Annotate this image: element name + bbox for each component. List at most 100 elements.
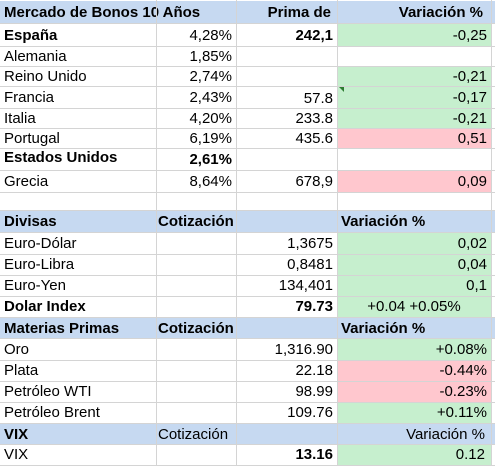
table-row[interactable]: VIX 13.16 0.12 [0, 444, 495, 465]
bond-prima[interactable] [236, 46, 337, 66]
table-row[interactable]: Portugal 6,19% 435.6 0,51 [0, 128, 495, 148]
vix-header-variacion[interactable]: Variación % [406, 425, 485, 443]
table-row[interactable]: Italia 4,20% 233.8 -0,21 [0, 108, 495, 128]
bond-prima[interactable]: 233.8 [295, 109, 333, 127]
grid-line [0, 444, 495, 445]
currencies-header-row[interactable]: Divisas Cotización Variación % [0, 210, 495, 232]
vix-header-cotizacion[interactable]: Cotización [158, 425, 229, 443]
commodity-variacion[interactable]: -0.23% [337, 381, 491, 402]
vix-header-title[interactable]: VIX [4, 425, 29, 443]
bonds-header-row[interactable]: Mercado de Bonos 10 Años Prima de Variac… [0, 1, 495, 23]
currency-variacion[interactable]: 0,02 [337, 233, 491, 254]
bond-yield[interactable]: 2,43% [189, 88, 232, 106]
bond-prima[interactable]: 678,9 [295, 172, 333, 190]
table-row[interactable]: Reino Unido 2,74% -0,21 [0, 66, 495, 86]
bond-country[interactable]: Francia [4, 88, 55, 106]
bond-country[interactable]: Estados Unidos [4, 149, 118, 166]
grid-line [156, 0, 157, 466]
vix-value[interactable]: 13.16 [295, 446, 333, 463]
currencies-header-title[interactable]: Divisas [4, 212, 57, 230]
currency-name[interactable]: Dolar Index [4, 298, 86, 315]
table-row[interactable]: Plata 22.18 -0.44% [0, 360, 495, 381]
table-row[interactable]: Grecia 8,64% 678,9 0,09 [0, 170, 495, 192]
bond-prima[interactable]: 435.6 [295, 129, 333, 147]
bond-variacion[interactable]: -0,25 [337, 24, 491, 46]
table-row[interactable]: Estados Unidos 2,61% [0, 148, 495, 170]
bonds-header-variacion[interactable]: Variación % [398, 3, 483, 21]
bond-variacion[interactable] [337, 46, 491, 66]
currency-name[interactable]: Euro-Dólar [4, 235, 77, 252]
currency-name[interactable]: Euro-Libra [4, 256, 75, 273]
bond-yield[interactable]: 4,28% [189, 26, 232, 44]
grid-line [0, 66, 495, 67]
commodity-name[interactable]: Oro [4, 341, 30, 358]
currency-value[interactable]: 0,8481 [287, 256, 333, 273]
bond-country[interactable]: Reino Unido [4, 67, 87, 85]
table-row[interactable]: Francia 2,43% 57.8 -0,17 [0, 86, 495, 108]
bond-prima[interactable]: 57.8 [303, 90, 333, 107]
grid-line [0, 402, 495, 403]
currencies-header-cotizacion[interactable]: Cotización [158, 212, 234, 230]
bond-yield[interactable]: 1,85% [189, 47, 232, 65]
bond-prima[interactable]: 242,1 [295, 26, 333, 44]
currency-value[interactable]: 1,3675 [287, 235, 333, 252]
table-row[interactable]: España 4,28% 242,1 -0,25 [0, 24, 495, 46]
bond-country[interactable]: Italia [4, 109, 36, 127]
bond-variacion[interactable] [337, 148, 491, 170]
table-row[interactable]: Alemania 1,85% [0, 46, 495, 66]
bond-country[interactable]: Alemania [4, 47, 67, 65]
commodity-value[interactable]: 109.76 [287, 404, 333, 421]
bond-country[interactable]: España [4, 26, 58, 44]
commodity-name[interactable]: Plata [4, 362, 39, 379]
bond-variacion[interactable]: -0,17 [337, 86, 491, 108]
bonds-header-prima[interactable]: Prima de [267, 3, 331, 21]
commodity-name[interactable]: Petróleo Brent [4, 404, 100, 421]
bond-yield[interactable]: 6,19% [189, 129, 232, 147]
bonds-header-title[interactable]: Mercado de Bonos 10 Años [4, 3, 201, 21]
grid-line [0, 254, 495, 255]
commodity-value[interactable]: 98.99 [295, 383, 333, 400]
currency-value[interactable]: 79.73 [295, 298, 333, 315]
commodities-header-row[interactable]: Materias Primas Cotización Variación % [0, 318, 495, 338]
bond-country[interactable]: Grecia [4, 172, 49, 190]
table-row[interactable]: Petróleo Brent 109.76 +0.11% [0, 402, 495, 423]
commodity-name[interactable]: Petróleo WTI [4, 383, 92, 400]
bond-prima[interactable] [236, 66, 337, 86]
vix-header-row[interactable]: VIX Cotización Variación % [0, 424, 495, 444]
currency-value[interactable]: 134,401 [278, 277, 333, 294]
bond-variacion[interactable]: -0,21 [337, 66, 491, 86]
commodities-header-title[interactable]: Materias Primas [4, 319, 120, 337]
commodities-header-variacion[interactable]: Variación % [341, 319, 426, 337]
currencies-header-variacion[interactable]: Variación % [341, 212, 426, 230]
commodity-value[interactable]: 1,316.90 [274, 341, 333, 358]
table-row[interactable]: Euro-Yen 134,401 0,1 [0, 275, 495, 296]
bond-variacion[interactable]: -0,21 [337, 108, 491, 128]
bond-yield[interactable]: 2,74% [189, 67, 232, 85]
commodity-variacion[interactable]: +0.08% [337, 339, 491, 360]
currency-variacion[interactable]: 0,1 [337, 275, 491, 296]
currency-variacion[interactable]: 0,04 [337, 254, 491, 275]
table-row[interactable]: Petróleo WTI 98.99 -0.23% [0, 381, 495, 402]
vix-name[interactable]: VIX [4, 446, 29, 463]
grid-line [0, 360, 495, 361]
bond-yield[interactable]: 4,20% [189, 109, 232, 127]
commodity-variacion[interactable]: -0.44% [337, 360, 491, 381]
table-row[interactable]: Oro 1,316.90 +0.08% [0, 339, 495, 360]
table-row[interactable]: Euro-Dólar 1,3675 0,02 [0, 233, 495, 254]
bond-country[interactable]: Portugal [4, 129, 60, 147]
currency-variacion[interactable]: +0.04 +0.05% [337, 296, 491, 317]
bond-yield[interactable]: 8,64% [189, 172, 232, 190]
bond-variacion[interactable]: 0,09 [337, 170, 491, 192]
commodities-header-cotizacion[interactable]: Cotización [158, 319, 234, 337]
bond-prima[interactable] [236, 148, 337, 170]
vix-variacion[interactable]: 0.12 [337, 444, 491, 465]
commodity-value[interactable]: 22.18 [295, 362, 333, 379]
table-row[interactable]: Euro-Libra 0,8481 0,04 [0, 254, 495, 275]
table-row[interactable]: Dolar Index 79.73 +0.04 +0.05% [0, 296, 495, 317]
grid-line [0, 46, 495, 47]
currency-name[interactable]: Euro-Yen [4, 277, 66, 294]
bond-variacion[interactable]: 0,51 [337, 128, 491, 148]
bond-yield[interactable]: 2,61% [189, 150, 232, 168]
commodity-variacion[interactable]: +0.11% [337, 402, 491, 423]
